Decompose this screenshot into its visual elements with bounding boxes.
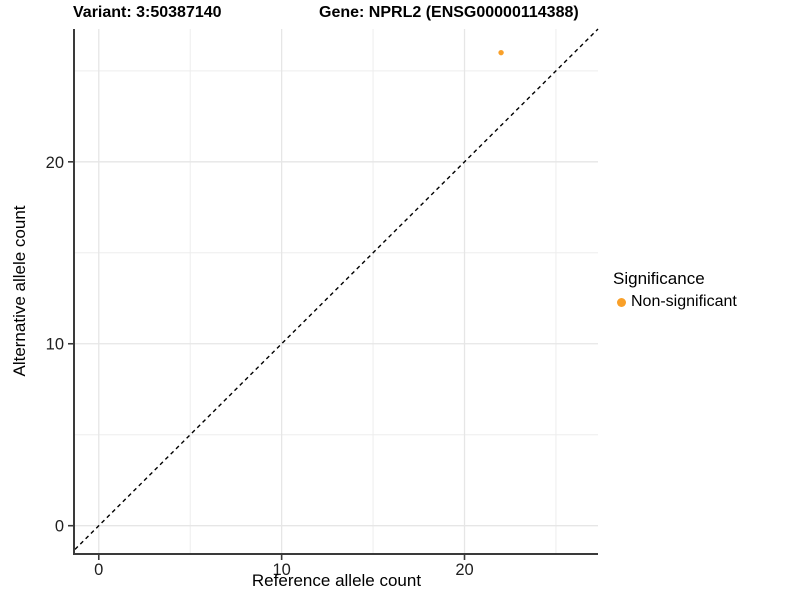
x-tick-label: 20 [455, 561, 473, 579]
y-axis-title: Alternative allele count [10, 205, 29, 377]
x-tick-label: 0 [94, 561, 103, 579]
data-point [498, 49, 504, 56]
legend-point-icon [617, 297, 626, 307]
x-axis-title: Reference allele count [251, 571, 422, 590]
y-tick-label: 20 [46, 154, 64, 172]
diagonal-reference-line [74, 28, 599, 550]
y-tick-label: 0 [55, 518, 64, 536]
legend-title: Significance [613, 269, 705, 288]
y-tick-label: 10 [46, 336, 64, 354]
legend: Significance Non-significant [613, 269, 737, 311]
gene-title: Gene: NPRL2 (ENSG00000114388) [319, 4, 579, 21]
variant-title: Variant: 3:50387140 [73, 4, 222, 21]
legend-entry-label: Non-significant [631, 293, 737, 310]
legend-entry: Non-significant [617, 293, 737, 311]
x-tick-label: 10 [272, 561, 290, 579]
